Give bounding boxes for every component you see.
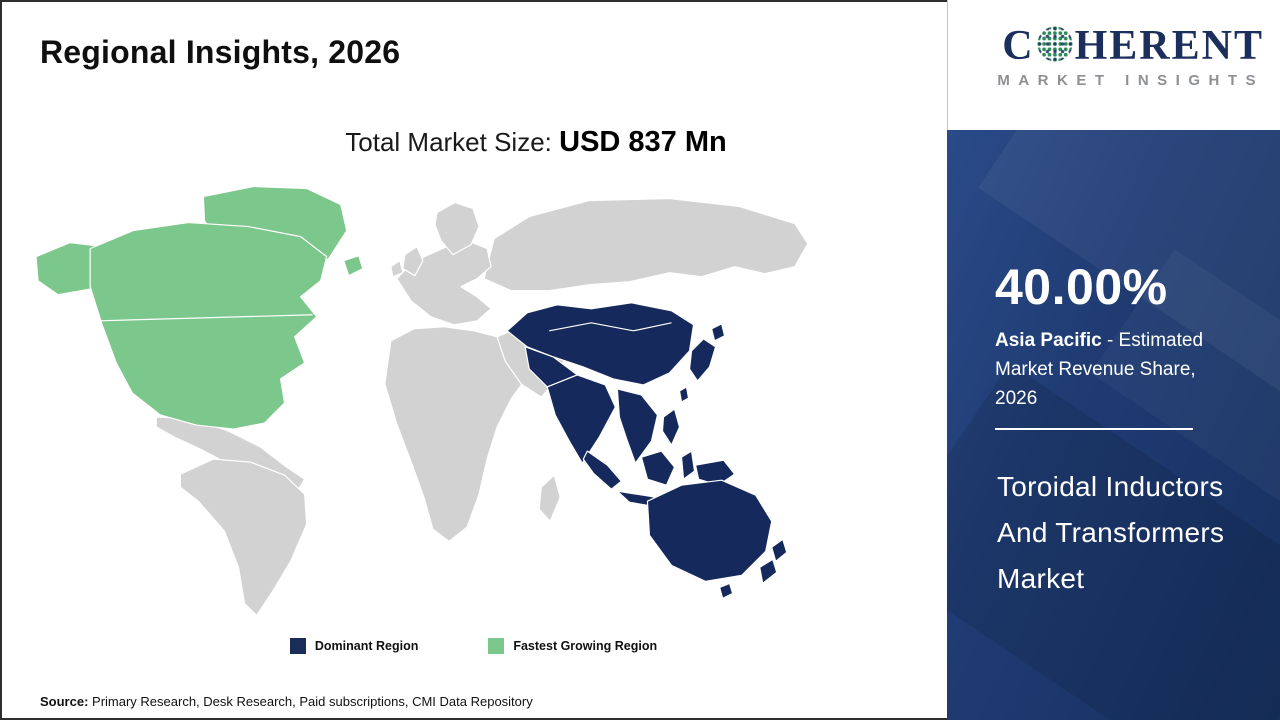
legend-item-dominant: Dominant Region (289, 638, 419, 654)
border-us-canada (100, 314, 313, 322)
region-japan (688, 338, 717, 382)
region-australia (646, 479, 773, 583)
region-new-guinea (694, 459, 736, 486)
dominant-region-label: Dominant Region (314, 639, 419, 653)
region-hokkaido (710, 323, 726, 342)
region-indochina (616, 388, 659, 464)
stat-description: Asia Pacific - Estimated Market Revenue … (995, 326, 1237, 413)
world-map (35, 185, 809, 617)
market-size-value: USD 837 Mn (559, 126, 727, 158)
region-new-zealand-north (771, 538, 788, 562)
brand-logo: C HERENT (948, 22, 1280, 70)
region-sulawesi (680, 450, 696, 480)
brand-tagline: MARKET INSIGHTS (997, 72, 1264, 89)
stat-value: 40.00% (995, 259, 1168, 315)
region-taiwan (678, 386, 690, 403)
dominant-region-swatch (289, 638, 306, 654)
region-china-central-asia (506, 302, 695, 386)
legend-item-fastest-growing: Fastest Growing Region (488, 638, 657, 654)
highlight-panel: 40.00% Asia Pacific - Estimated Market R… (947, 130, 1280, 720)
sidebar: C HERENT MARKET IN (947, 0, 1280, 720)
fastest-growing-region-label: Fastest Growing Region (513, 639, 658, 653)
source-note: Source: Primary Research, Desk Research,… (40, 694, 533, 709)
region-philippines (661, 408, 681, 446)
market-size-label: Total Market Size: (345, 127, 560, 157)
region-asia-pacific (506, 302, 788, 600)
divider-line (995, 428, 1193, 430)
fastest-growing-region-swatch (488, 638, 505, 654)
market-name: Toroidal Inductors And Transformers Mark… (997, 471, 1225, 594)
border-asia-internal (549, 322, 672, 332)
world-map-container (28, 178, 890, 640)
stat-description-text: - Estimated Market Revenue Share, 2026 (995, 330, 1204, 409)
region-canada-usa (89, 221, 328, 430)
globe-icon (1036, 25, 1074, 68)
page-title: Regional Insights, 2026 (40, 34, 401, 70)
region-ireland (390, 260, 404, 278)
brand-suffix: HERENT (1074, 23, 1264, 69)
region-africa (384, 326, 535, 542)
region-uk (402, 246, 424, 277)
region-south-america (179, 458, 308, 617)
stat-region: Asia Pacific (995, 330, 1102, 351)
region-north-america (35, 185, 364, 430)
region-rest-of-world (155, 197, 809, 617)
region-borneo (640, 450, 676, 486)
region-iceland (343, 255, 364, 277)
region-new-zealand-south (759, 558, 778, 585)
region-madagascar (538, 474, 561, 522)
map-legend: Dominant Region Fastest Growing Region (0, 638, 947, 654)
region-scandinavia (434, 201, 480, 256)
source-text: Primary Research, Desk Research, Paid su… (88, 694, 533, 709)
brand-prefix: C (1002, 23, 1035, 69)
main-content: Regional Insights, 2026 Total Market Siz… (0, 34, 947, 709)
region-tasmania (719, 582, 734, 600)
source-label: Source: (40, 694, 89, 709)
brand-area: C HERENT MARKET IN (947, 0, 1280, 130)
region-malay-sumatra (582, 450, 622, 490)
region-russia (483, 197, 809, 292)
region-india (546, 374, 616, 464)
total-market-size: Total Market Size: USD 837 Mn (0, 126, 947, 159)
